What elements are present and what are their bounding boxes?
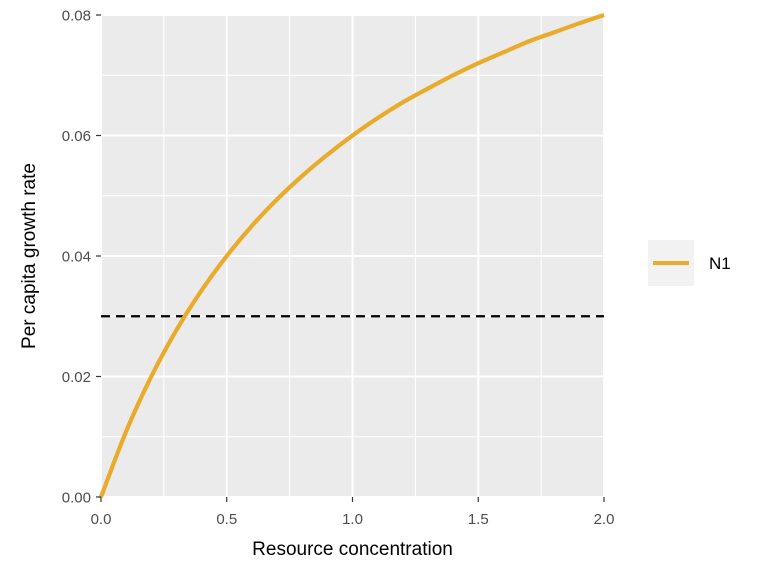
y-tick-label: 0.02: [62, 369, 91, 386]
y-tick-label: 0.00: [62, 490, 91, 507]
x-tick-label: 1.5: [468, 511, 489, 528]
legend-label-n1: N1: [709, 254, 731, 273]
x-axis-title: Resource concentration: [252, 539, 453, 560]
x-tick-label: 1.0: [342, 511, 363, 528]
x-tick-label: 0.0: [91, 511, 112, 528]
x-tick-label: 2.0: [594, 511, 615, 528]
y-tick-label: 0.08: [62, 8, 91, 25]
y-tick-label: 0.04: [62, 249, 91, 266]
y-tick-label: 0.06: [62, 128, 91, 145]
legend: N1: [648, 240, 731, 286]
series-lines: [99, 13, 605, 498]
y-axis-ticks: 0.00 0.02 0.04 0.06 0.08: [62, 8, 101, 507]
y-axis-title: Per capita growth rate: [19, 163, 40, 349]
x-axis-ticks: 0.0 0.5 1.0 1.5 2.0: [91, 497, 615, 528]
series-line-n1: [99, 13, 605, 498]
x-tick-label: 0.5: [216, 511, 237, 528]
